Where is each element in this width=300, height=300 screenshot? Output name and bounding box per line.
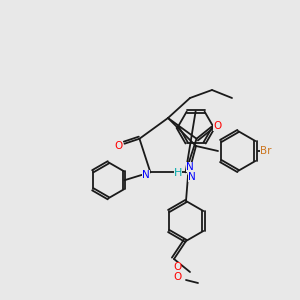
Text: N: N (188, 172, 196, 182)
Text: Br: Br (260, 146, 272, 156)
Text: N: N (186, 162, 194, 172)
Text: H: H (174, 168, 182, 178)
Text: O: O (114, 141, 123, 151)
Text: O: O (173, 262, 181, 272)
Text: N: N (142, 170, 150, 180)
Text: O: O (213, 121, 222, 131)
Text: O: O (174, 272, 182, 282)
